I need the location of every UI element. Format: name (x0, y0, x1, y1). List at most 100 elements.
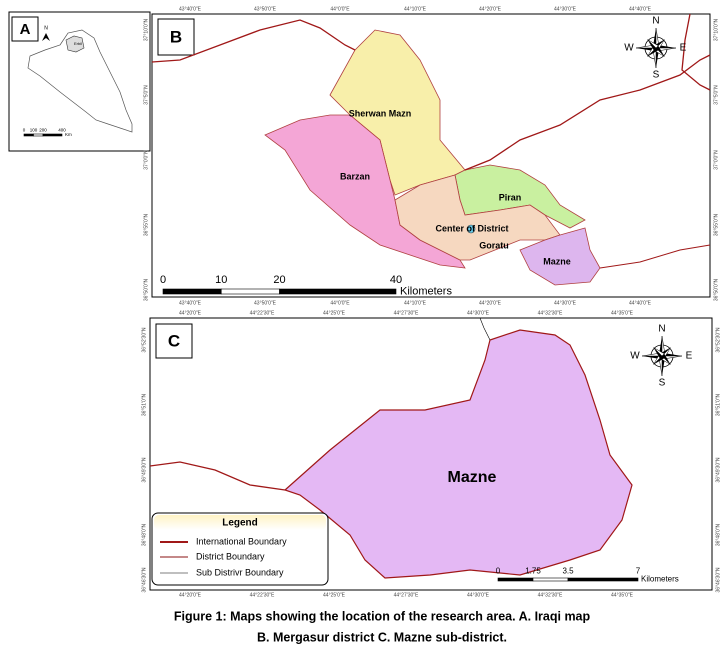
panel-label: C (168, 331, 180, 350)
scale-segment (162, 288, 222, 295)
district-boundary (599, 244, 711, 269)
longitude-label: 44°20'0"E (479, 300, 502, 306)
latitude-label: 36°52'30"N (715, 327, 721, 352)
longitude-label: 43°40'0"E (179, 6, 202, 12)
compass-label: W (624, 43, 634, 54)
panel-c-label-box (155, 323, 193, 359)
compass-point (662, 356, 666, 376)
latitude-label: 37°10'0"N (713, 18, 719, 41)
erbil-region (65, 35, 85, 53)
compass-point (642, 356, 662, 360)
compass-point (653, 347, 662, 359)
compass-point (656, 45, 665, 57)
scale-label: 7 (636, 567, 641, 576)
longitude-label: 44°10'0"E (404, 6, 427, 12)
panel-label: A (20, 21, 31, 38)
compass-label: W (630, 351, 640, 362)
longitude-label: 44°22'30"E (250, 592, 275, 598)
scale-label: 1.75 (525, 567, 541, 576)
district-label: Center of District (435, 223, 508, 233)
caption-line: B. Mergasur district C. Mazne sub-distri… (257, 630, 507, 644)
latitude-label: 36°46'30"N (141, 567, 147, 592)
legend-box (151, 512, 329, 586)
panel-a-label-box (11, 16, 39, 42)
district-label: Piran (499, 192, 522, 202)
international-boundary (464, 54, 711, 171)
longitude-label: 44°40'0"E (629, 6, 652, 12)
panel-label: B (170, 27, 182, 46)
scale-label: 400 (58, 128, 66, 133)
north-arrow (42, 33, 50, 41)
iraq-outline (27, 29, 133, 133)
longitude-label: 44°0'0"E (330, 6, 350, 12)
scale-label: 0 (160, 274, 166, 286)
longitude-label: 43°40'0"E (179, 300, 202, 306)
compass-point (647, 39, 656, 51)
compass-point (653, 347, 665, 357)
scale-label: 100 (30, 128, 38, 133)
legend-item: Sub Distrivr Boundary (196, 567, 284, 577)
longitude-label: 44°25'0"E (323, 592, 346, 598)
sub-district-boundary (479, 317, 491, 341)
latitude-label: 36°48'0"N (141, 523, 147, 546)
longitude-label: 44°30'0"E (554, 6, 577, 12)
scale-segment (220, 288, 280, 295)
scale-segment (33, 133, 44, 137)
scale-label: 200 (39, 128, 47, 133)
scale-label: 3.5 (562, 567, 574, 576)
longitude-label: 44°32'30"E (538, 592, 563, 598)
compass-point (652, 28, 656, 48)
compass-label: S (659, 378, 666, 389)
longitude-label: 44°20'0"E (179, 592, 202, 598)
longitude-label: 44°30'0"E (467, 592, 490, 598)
compass-label: N (652, 16, 659, 27)
latitude-label: 36°48'0"N (715, 523, 721, 546)
longitude-label: 44°20'0"E (179, 310, 202, 316)
district-label: Goratu (479, 240, 509, 250)
longitude-label: 44°30'0"E (467, 310, 490, 316)
longitude-label: 44°27'30"E (394, 310, 419, 316)
latitude-label: 37°0'0"N (713, 150, 719, 170)
compass-label: S (653, 70, 660, 81)
area-label: Mazne (448, 469, 497, 486)
mazne-area (283, 329, 633, 579)
latitude-label: 37°5'0"N (143, 85, 149, 105)
international-boundary (681, 13, 711, 91)
legend-item: District Boundary (196, 551, 265, 561)
scale-label: 0 (496, 567, 501, 576)
panel-b-label-box (157, 18, 195, 56)
latitude-label: 36°55'0"N (713, 213, 719, 236)
scale-unit: Kilometers (400, 285, 452, 297)
compass-label: E (686, 351, 693, 362)
longitude-label: 44°20'0"E (479, 6, 502, 12)
legend-title: Legend (222, 518, 258, 529)
longitude-label: 44°0'0"E (330, 300, 350, 306)
scale-label: 10 (215, 274, 227, 286)
scale-label: 20 (273, 274, 285, 286)
scale-segment (497, 577, 534, 582)
latitude-label: 36°50'0"N (143, 278, 149, 301)
scale-label: 40 (390, 274, 402, 286)
longitude-label: 43°50'0"E (254, 300, 277, 306)
compass-point (636, 48, 656, 52)
latitude-label: 36°51'0"N (715, 393, 721, 416)
district-label: Mazne (543, 256, 571, 266)
north-label: N (44, 25, 48, 31)
compass-point (662, 352, 682, 356)
legend-title-bg (154, 515, 326, 530)
latitude-label: 36°52'30"N (141, 327, 147, 352)
longitude-label: 44°25'0"E (323, 310, 346, 316)
compass-point (647, 39, 659, 49)
scale-segment (532, 577, 569, 582)
district-label: Sherwan Mazn (349, 108, 412, 118)
compass-point (662, 353, 671, 365)
latitude-label: 36°55'0"N (143, 213, 149, 236)
latitude-label: 37°10'0"N (143, 18, 149, 41)
compass-point (647, 48, 659, 57)
longitude-label: 44°35'0"E (611, 592, 634, 598)
longitude-label: 44°30'0"E (554, 300, 577, 306)
scale-unit: Km (65, 132, 72, 137)
compass-label: E (680, 43, 687, 54)
